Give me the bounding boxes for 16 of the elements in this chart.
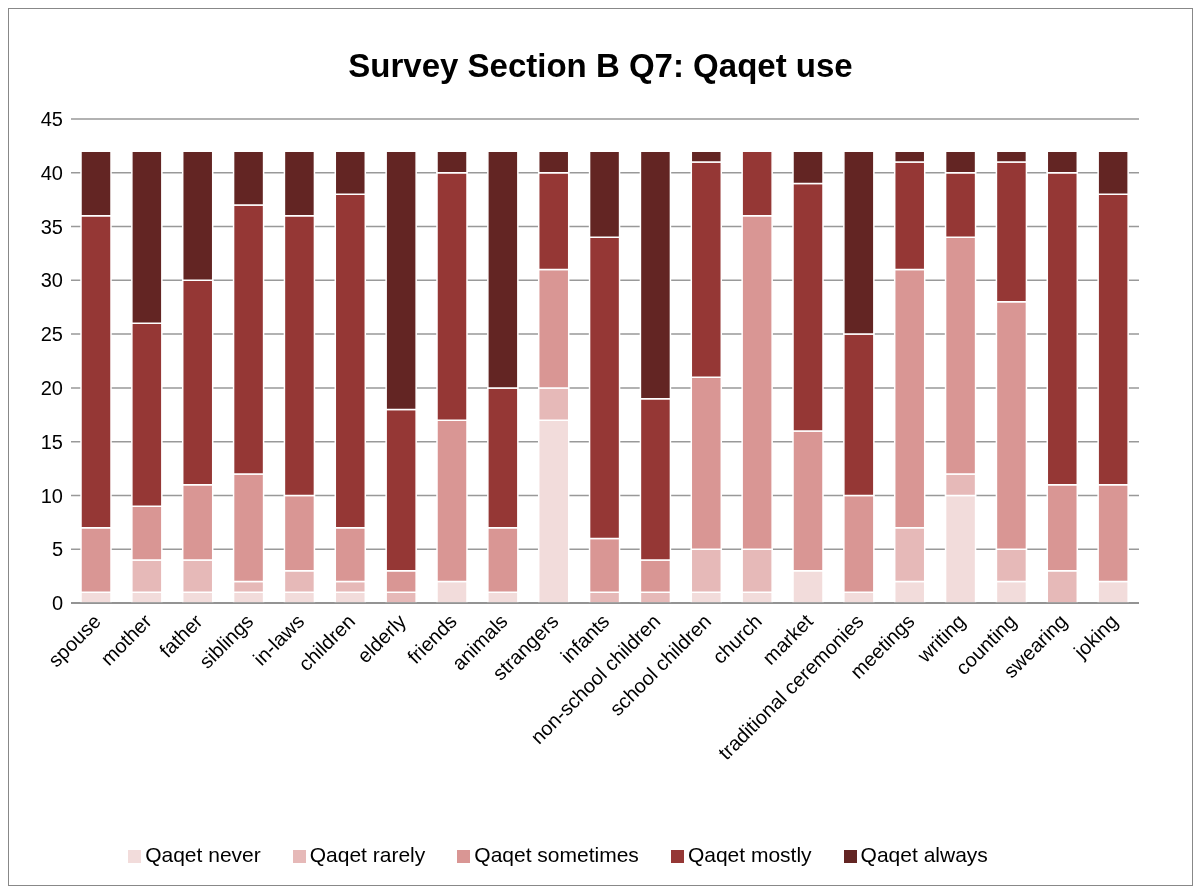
legend-label: Qaqet always [860, 843, 988, 866]
y-tick-label: 20 [40, 376, 63, 399]
y-tick-label: 40 [40, 161, 63, 184]
y-tick-label: 5 [51, 538, 63, 561]
legend-label: Qaqet sometimes [474, 843, 639, 866]
legend-label: Qaqet mostly [687, 843, 812, 866]
y-tick-label: 10 [40, 484, 63, 507]
y-tick-label: 30 [40, 269, 63, 292]
chart-title: Survey Section B Q7: Qaqet use [347, 46, 854, 86]
y-tick-label: 15 [40, 430, 63, 453]
legend-label: Qaqet never [145, 843, 261, 866]
y-tick-label: 35 [40, 215, 63, 238]
legend-label: Qaqet rarely [309, 843, 426, 866]
y-tick-label: 0 [51, 592, 63, 615]
y-tick-label: 45 [40, 108, 63, 131]
y-tick-label: 25 [40, 323, 63, 346]
